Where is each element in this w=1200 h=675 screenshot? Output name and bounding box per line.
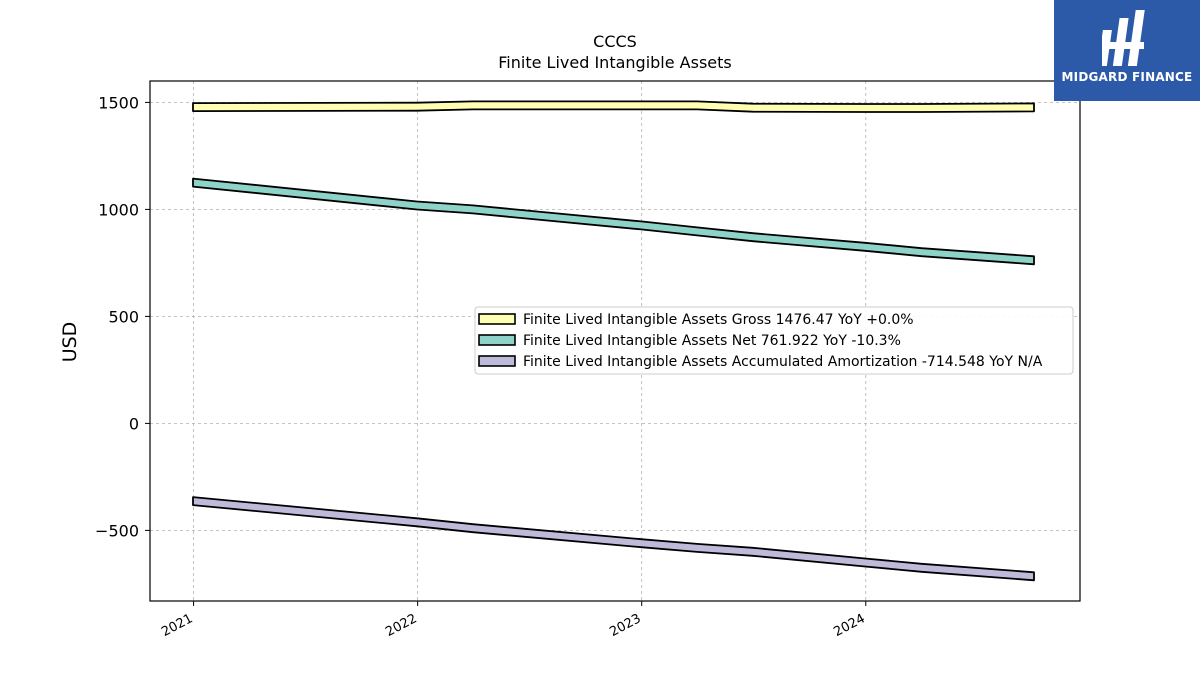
legend-label: Finite Lived Intangible Assets Gross 147… (523, 312, 914, 328)
logo: MIDGARD FINANCE (1054, 0, 1200, 101)
x-axis: 2021 2022 2023 2024 (159, 601, 868, 640)
y-tick-label: 500 (108, 307, 139, 326)
series-band-0 (192, 100, 1035, 113)
chart-subtitle: Finite Lived Intangible Assets (498, 53, 731, 72)
legend-label: Finite Lived Intangible Assets Accumulat… (523, 354, 1043, 370)
midgard-logo-icon (1102, 10, 1145, 66)
legend-box (474, 306, 1074, 375)
y-tick-label: 1000 (98, 200, 139, 219)
legend-swatch (478, 334, 516, 346)
chart-title: CCCS (593, 32, 637, 51)
legend-swatch (478, 313, 516, 325)
plot-frame (149, 80, 1081, 602)
logo-text: MIDGARD FINANCE (1061, 70, 1193, 84)
y-axis: 1500 1000 500 0 −500 (95, 93, 150, 540)
x-tick-label: 2021 (159, 611, 195, 640)
y-axis-label: USD (59, 322, 81, 363)
series-band-1 (192, 177, 1035, 266)
legend-swatch (478, 355, 516, 367)
y-tick-label: 1500 (98, 93, 139, 112)
series-band-2 (192, 496, 1035, 582)
x-tick-label: 2023 (607, 611, 643, 640)
x-tick-label: 2022 (383, 611, 419, 640)
y-tick-label: −500 (95, 521, 139, 540)
legend-label: Finite Lived Intangible Assets Net 761.9… (523, 333, 901, 349)
series-layer (192, 100, 1035, 582)
y-tick-label: 0 (129, 414, 139, 433)
legend: Finite Lived Intangible Assets Gross 147… (474, 306, 1074, 375)
x-tick-label: 2024 (831, 611, 867, 640)
